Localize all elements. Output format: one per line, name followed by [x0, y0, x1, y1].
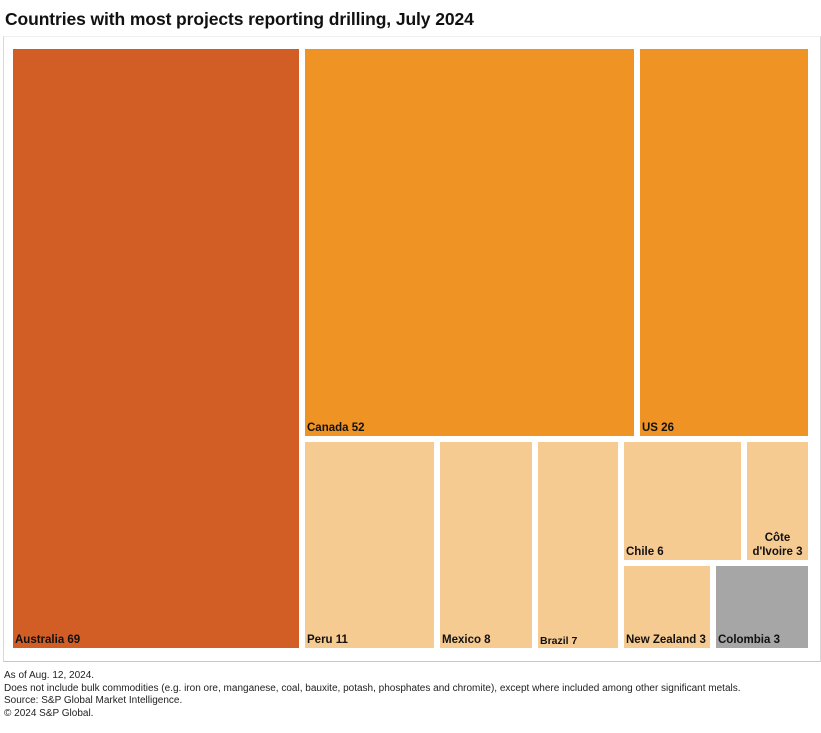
tile-rect-australia — [13, 49, 299, 648]
tile-label-peru: Peru 11 — [307, 634, 349, 646]
tile-label-new-zealand: New Zealand 3 — [626, 634, 706, 646]
tile-rect-us — [640, 49, 808, 436]
note-copyright: © 2024 S&P Global. — [4, 707, 94, 719]
tile-label-colombia: Colombia 3 — [718, 634, 780, 646]
tile-chile: Chile 6 — [624, 442, 741, 560]
footnotes: As of Aug. 12, 2024. Does not include bu… — [4, 670, 741, 720]
tile-peru: Peru 11 — [305, 442, 434, 648]
tile-rect-brazil — [538, 442, 618, 648]
tile-brazil: Brazil 7 — [538, 442, 618, 648]
tile-rect-mexico — [440, 442, 532, 648]
tile-new-zealand: New Zealand 3 — [624, 566, 710, 648]
tile-label-mexico: Mexico 8 — [442, 634, 491, 646]
tile-rect-c-te-d-ivoire — [747, 442, 808, 560]
tile-label-australia: Australia 69 — [15, 634, 80, 646]
tile-c-te-d-ivoire: Côte d'Ivoire 3 — [747, 442, 808, 560]
tile-us: US 26 — [640, 49, 808, 436]
tile-rect-colombia — [716, 566, 808, 648]
note-as-of: As of Aug. 12, 2024. — [4, 670, 95, 681]
tile-label-canada: Canada 52 — [307, 422, 365, 434]
tile-rect-canada — [305, 49, 634, 436]
tile-colombia: Colombia 3 — [716, 566, 808, 648]
tile-canada: Canada 52 — [305, 49, 634, 436]
note-exclusion: Does not include bulk commodities (e.g. … — [4, 682, 741, 694]
tile-mexico: Mexico 8 — [440, 442, 532, 648]
tile-rect-chile — [624, 442, 741, 560]
tile-label-brazil: Brazil 7 — [540, 635, 578, 647]
tile-rect-new-zealand — [624, 566, 710, 648]
tile-label-chile: Chile 6 — [626, 546, 664, 558]
note-source: Source: S&P Global Market Intelligence. — [4, 695, 183, 707]
tile-label-us: US 26 — [642, 422, 674, 434]
tile-label-c-te-d-ivoire-line-0: Côte — [765, 532, 791, 544]
tile-label-c-te-d-ivoire-line-1: d'Ivoire 3 — [752, 546, 802, 558]
tile-rect-peru — [305, 442, 434, 648]
chart-title: Countries with most projects reporting d… — [5, 9, 474, 29]
tile-australia: Australia 69 — [13, 49, 299, 648]
